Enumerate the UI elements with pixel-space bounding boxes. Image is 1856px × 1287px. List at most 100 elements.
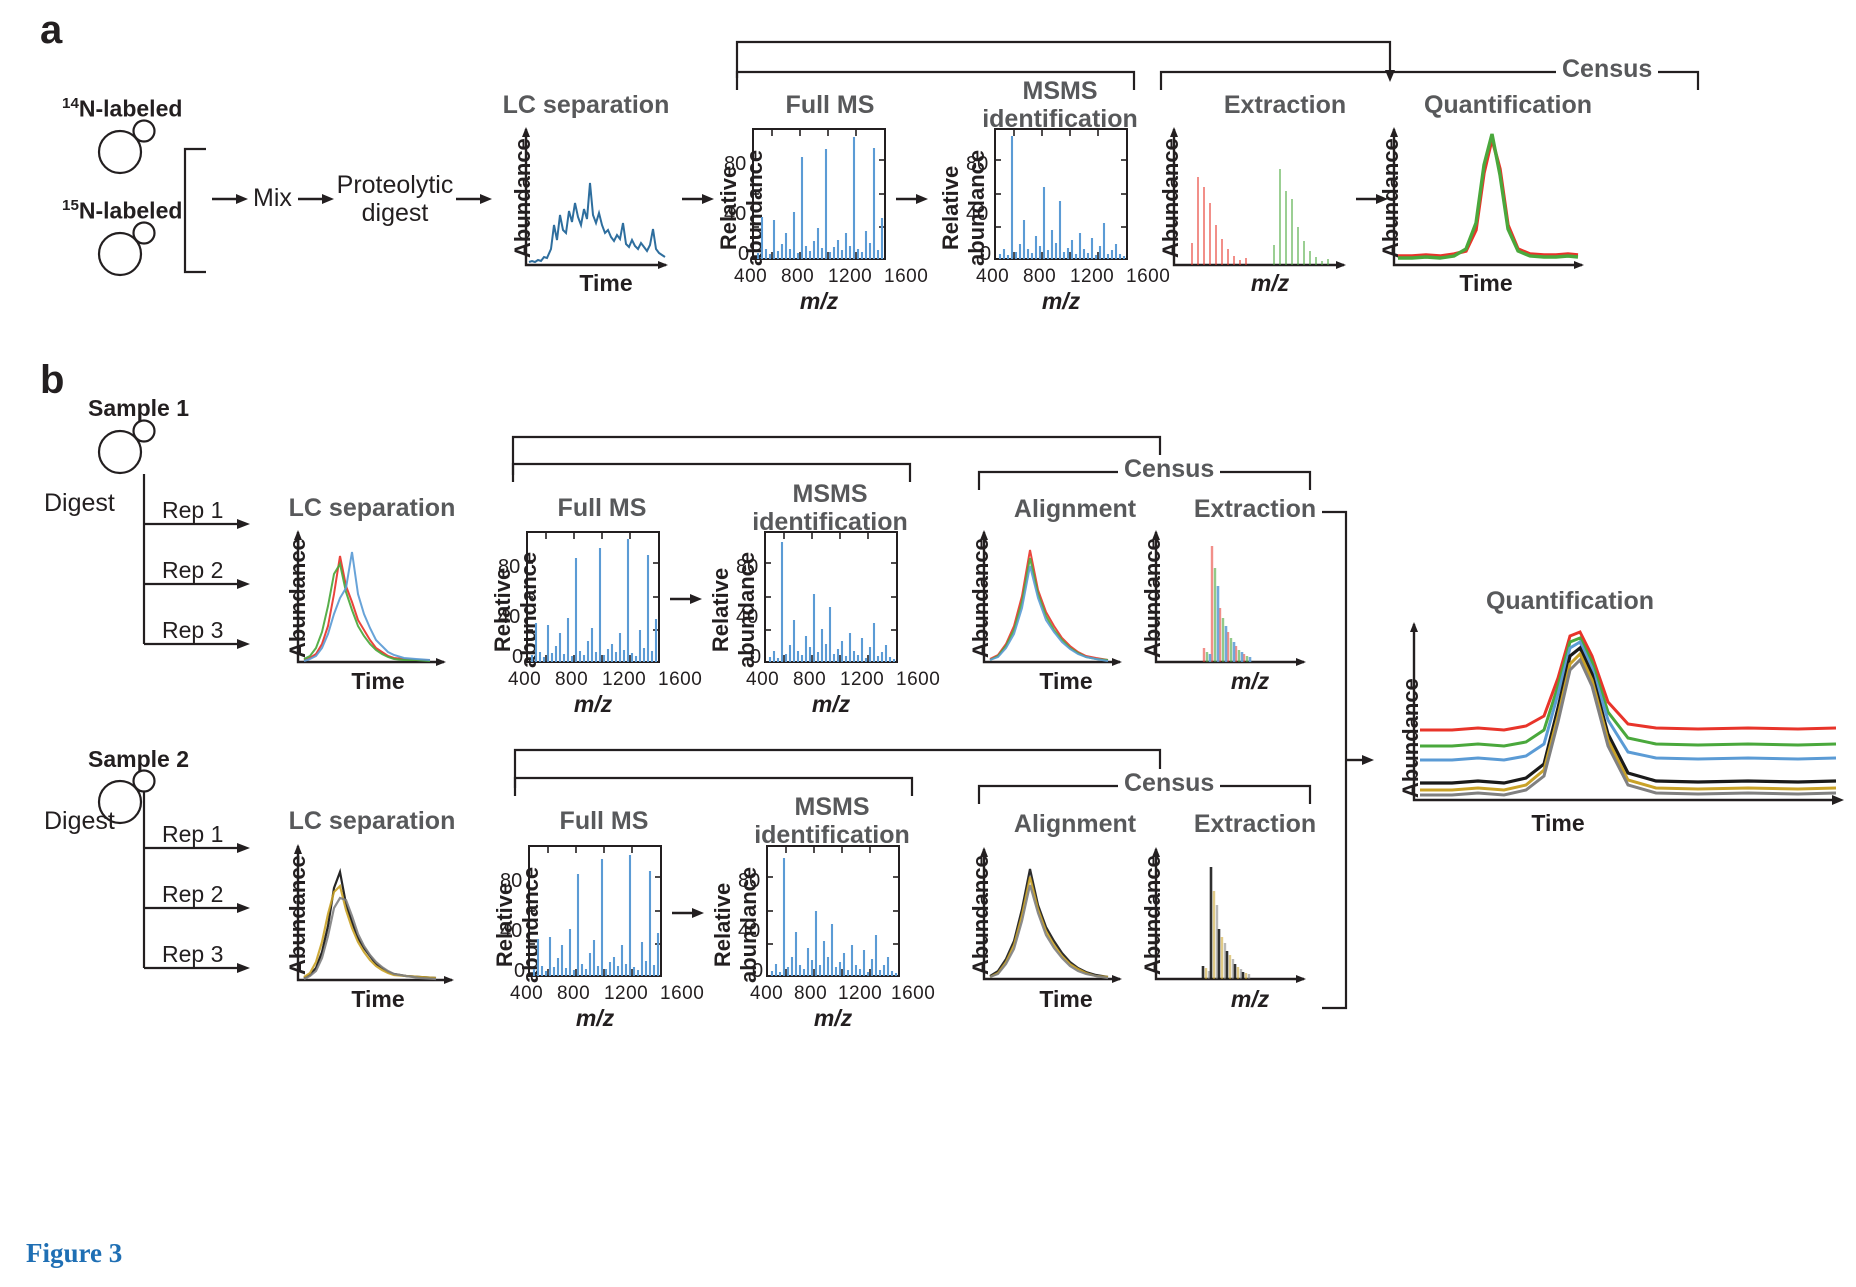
arrow-fullms-to-msms-a [896,194,928,204]
ytick-b2-fullms-40: 40 [500,920,523,942]
trace-b2-extract-rep3 [1207,905,1251,979]
bracket-b-merge-to-quantification [1322,510,1374,1010]
input-bracket-a [183,147,206,274]
chart-b-quantification [1410,622,1844,805]
xticks-b2-fullms: 400 800 1200 1600 [510,983,704,1005]
trace-b1-align-rep3 [989,565,1109,662]
chart-a-quantification [1390,127,1584,269]
stage-title-b1-lc: LC separation [288,494,456,522]
stage-title-b1-msms-line1: MSMS [792,480,868,508]
chart-b2-alignment [980,847,1122,983]
trace-a-msms [998,136,1126,259]
chart-b2-lc-separation [294,844,454,984]
arrow-fullms-to-msms-b2 [672,908,704,918]
xtick-a-fullms-1200: 1200 [827,266,873,287]
chart-b2-extraction [1152,847,1306,983]
proteolytic-digest-line2: digest [361,198,429,227]
chart-b2-full-ms [528,845,662,977]
xlabel-b2-lc: Time [351,986,405,1012]
ytick-a-fullms-0: 0 [738,243,750,265]
xtick-b1-msms-800: 800 [792,669,827,690]
xlabel-b1-fullms: m/z [573,691,613,717]
stage-title-b2-fullms: Full MS [559,807,649,835]
rep-2-label-sample-1: Rep 2 [162,557,224,583]
stage-title-a-msms-line1: MSMS [1022,77,1098,105]
rep-3-label-sample-2: Rep 3 [162,941,224,967]
isotope-text-15: N-labeled [78,197,183,224]
ytick-a-fullms-80: 80 [724,153,747,175]
arrow-mix-to-digest [298,194,334,204]
xtick-b2-msms-400: 400 [750,983,784,1004]
chart-a-extraction [1170,127,1346,269]
trace-a-lc [528,182,666,264]
trace-a-extraction-15n [1273,169,1329,265]
digest-label-sample-2: Digest [44,807,115,835]
xlabel-a-extraction: m/z [1250,270,1290,296]
trace-b-quant-s1r1 [1420,630,1837,732]
trace-a-fullms [756,137,884,259]
trace-b2-fullms [532,855,660,976]
trace-b1-lc-rep2 [303,561,431,662]
xlabel-b1-alignment: Time [1039,668,1093,694]
rep-2-label-sample-2: Rep 2 [162,881,224,907]
chart-a-msms-identification [994,128,1128,260]
chart-a-full-ms [752,128,886,260]
trace-a-extraction-14n [1191,177,1247,265]
stage-title-b2-msms-line2: identification [754,820,910,849]
xtick-b1-fullms-1200: 1200 [601,669,647,690]
stage-title-a-quantification: Quantification [1423,91,1593,119]
mix-label: Mix [253,184,292,212]
xticks-b1-fullms: 400 800 1200 1600 [508,669,702,691]
cell-icon-14n [97,119,156,175]
xtick-b1-msms-400: 400 [746,669,780,690]
arrow-extraction-to-quant-a [1356,194,1388,204]
stage-title-b2-msms-line1: MSMS [794,793,870,821]
trace-b1-extract-rep2 [1205,568,1249,662]
ytick-b1-msms-40: 40 [736,606,759,628]
xtick-a-msms-800: 800 [1022,266,1057,287]
ytick-b1-fullms-40: 40 [498,606,521,628]
stage-title-b1-extraction: Extraction [1193,495,1317,523]
arrow-fullms-to-msms-b1 [670,594,702,604]
label-15n-labeled: 15N-labeled [62,197,182,225]
xlabel-b1-lc: Time [351,668,405,694]
trace-b2-msms [770,858,898,976]
cell-icon-sample-2 [97,769,156,825]
ytick-b1-msms-0: 0 [750,646,762,668]
census-label-a: Census [1556,55,1659,84]
xtick-b2-fullms-800: 800 [556,983,591,1004]
xtick-b1-msms-1200: 1200 [839,669,885,690]
trace-b-quant-s2r3 [1420,657,1837,797]
ytick-b1-fullms-0: 0 [512,646,524,668]
ytick-a-fullms-40: 40 [724,203,747,225]
stage-title-b2-lc: LC separation [288,807,456,835]
isotope-number-15: 15 [62,197,79,214]
ytick-b1-fullms-80: 80 [498,556,521,578]
xticks-a-msms: 400 800 1200 1600 [976,266,1170,288]
stage-title-a-extraction: Extraction [1223,91,1347,119]
ytick-b2-fullms-80: 80 [500,870,523,892]
trace-a-quant-15n [1398,133,1579,260]
xlabel-a-fullms: m/z [799,288,839,314]
ytick-a-msms-80: 80 [966,153,989,175]
isotope-number-14: 14 [62,95,79,112]
trace-b2-extract-rep1 [1201,867,1245,979]
ytick-a-msms-0: 0 [980,243,992,265]
xtick-b1-fullms-400: 400 [508,669,542,690]
chart-b2-msms-identification [766,845,900,977]
ytick-b2-msms-0: 0 [752,960,764,982]
trace-b-quant-s2r2 [1420,651,1837,792]
xlabel-b2-msms: m/z [813,1005,853,1031]
stage-title-a-fullms: Full MS [785,91,875,119]
xlabel-a-msms: m/z [1041,288,1081,314]
stage-title-b1-alignment: Alignment [1013,495,1137,523]
trace-b-quant-s1r2 [1420,636,1837,748]
ylabel-b1-msms-line1: Relative [708,567,733,653]
xlabel-b2-extraction: m/z [1230,986,1270,1012]
stage-title-b2-msms: MSMS identification [732,793,932,849]
chart-b1-full-ms [526,531,660,663]
chart-a-lc-separation [522,127,668,269]
census-label-b2: Census [1118,769,1221,798]
isotope-text-14: N-labeled [78,95,183,122]
ylabel-a-msms-line1: Relative [938,165,963,251]
